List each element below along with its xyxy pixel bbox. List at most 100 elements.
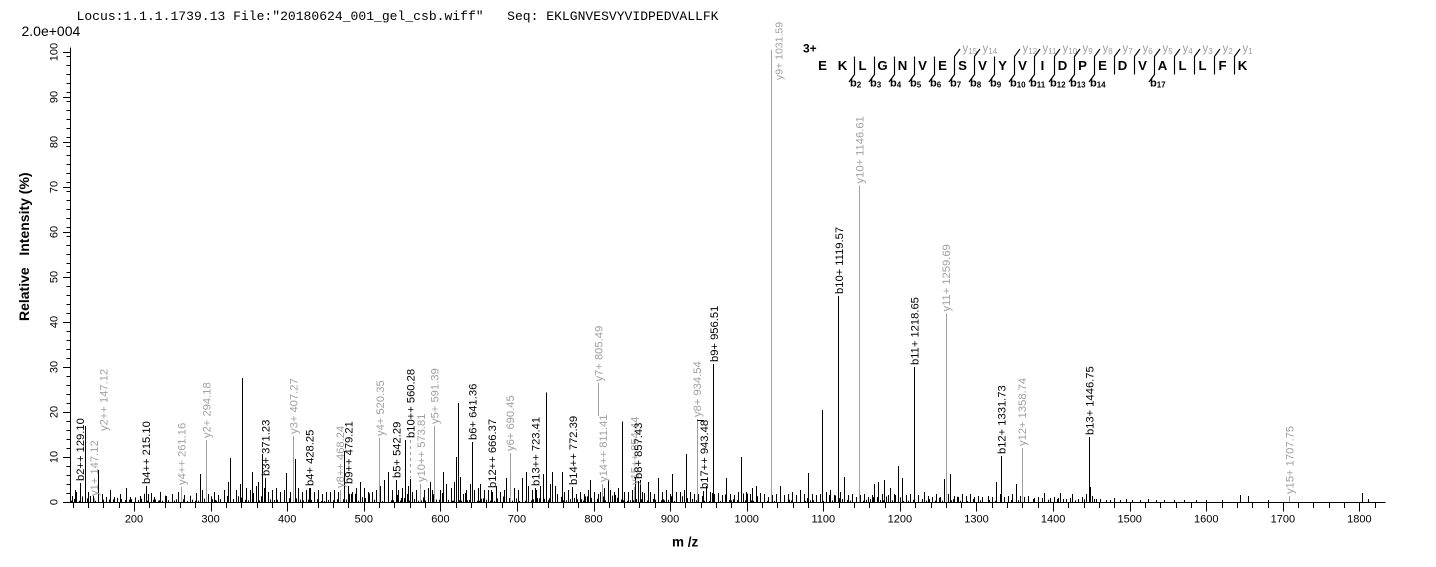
svg-text:y12+ 1358.74: y12+ 1358.74: [1017, 378, 1029, 446]
svg-text:y15+ 1707.75: y15+ 1707.75: [1284, 426, 1296, 494]
svg-text:100: 100: [48, 43, 60, 61]
svg-text:y10: y10: [1063, 43, 1078, 56]
svg-text:80: 80: [48, 136, 60, 148]
svg-text:E: E: [818, 58, 827, 73]
svg-text:b13+ 1446.75: b13+ 1446.75: [1084, 366, 1096, 435]
svg-text:1100: 1100: [811, 514, 835, 526]
svg-text:F: F: [1218, 58, 1226, 73]
svg-text:y6+ 690.45: y6+ 690.45: [505, 395, 517, 451]
svg-text:V: V: [1138, 58, 1147, 73]
svg-text:E: E: [938, 58, 947, 73]
svg-text:A: A: [1158, 58, 1168, 73]
svg-text:2.0e+004: 2.0e+004: [22, 23, 81, 39]
svg-text:P: P: [1078, 58, 1087, 73]
svg-text:D: D: [1118, 58, 1128, 73]
svg-text:m /z: m /z: [672, 534, 699, 549]
svg-text:K: K: [838, 58, 848, 73]
svg-text:y7+ 805.49: y7+ 805.49: [593, 326, 605, 382]
svg-text:y10++ 573.81: y10++ 573.81: [416, 414, 428, 482]
svg-text:b13: b13: [1070, 78, 1086, 90]
svg-text:1600: 1600: [1194, 514, 1218, 526]
svg-text:b12: b12: [1050, 78, 1066, 90]
svg-text:y14++ 811.41: y14++ 811.41: [598, 414, 610, 482]
svg-text:1800: 1800: [1347, 514, 1371, 526]
svg-text:b10: b10: [1010, 78, 1026, 90]
svg-text:y4+ 520.35: y4+ 520.35: [375, 380, 387, 436]
svg-text:b4+ 428.25: b4+ 428.25: [304, 430, 316, 486]
svg-text:y8+ 934.54: y8+ 934.54: [692, 361, 704, 417]
svg-text:b3+ 371.23: b3+ 371.23: [261, 420, 273, 476]
svg-text:b7: b7: [950, 78, 962, 90]
svg-text:b9++ 479.21: b9++ 479.21: [343, 421, 355, 484]
svg-text:b12++ 666.37: b12++ 666.37: [487, 419, 499, 488]
svg-text:G: G: [877, 58, 887, 73]
svg-text:D: D: [1058, 58, 1068, 73]
svg-text:b2: b2: [850, 78, 862, 90]
svg-text:b9+ 956.51: b9+ 956.51: [709, 306, 721, 362]
svg-text:b14++ 772.39: b14++ 772.39: [568, 416, 580, 485]
svg-text:70: 70: [48, 181, 60, 193]
svg-text:y1: y1: [1243, 43, 1254, 56]
svg-text:Locus:1.1.1.1739.13 File:"2018: Locus:1.1.1.1739.13 File:"20180624_001_g…: [77, 9, 719, 24]
svg-text:50: 50: [48, 271, 60, 283]
svg-text:b8+ 857.43: b8+ 857.43: [633, 423, 645, 479]
svg-text:b11+ 1218.65: b11+ 1218.65: [910, 297, 922, 365]
svg-text:y12: y12: [1023, 43, 1038, 56]
svg-text:200: 200: [125, 514, 143, 526]
svg-text:y8: y8: [1103, 43, 1114, 56]
svg-text:Relative Intensity (%): Relative Intensity (%): [16, 172, 32, 321]
svg-text:b13++ 723.41: b13++ 723.41: [531, 417, 543, 486]
svg-text:10: 10: [48, 451, 60, 463]
svg-text:y15++ 854.44: y15++ 854.44: [630, 417, 642, 485]
svg-text:0: 0: [48, 499, 60, 505]
svg-text:y4: y4: [1183, 43, 1194, 56]
svg-text:b6+ 641.36: b6+ 641.36: [468, 384, 480, 440]
svg-text:b12+ 1331.73: b12+ 1331.73: [996, 385, 1008, 454]
svg-text:y3+ 407.27: y3+ 407.27: [288, 378, 300, 434]
svg-text:L: L: [858, 58, 866, 73]
svg-text:y3: y3: [1203, 43, 1214, 56]
svg-text:I: I: [1041, 58, 1045, 73]
svg-text:700: 700: [508, 514, 526, 526]
svg-text:20: 20: [48, 406, 60, 418]
svg-text:60: 60: [48, 226, 60, 238]
svg-text:K: K: [1238, 58, 1248, 73]
svg-text:b6: b6: [930, 78, 942, 90]
svg-text:1200: 1200: [888, 514, 912, 526]
svg-text:Y: Y: [998, 58, 1007, 73]
svg-text:y9+ 1031.59: y9+ 1031.59: [773, 22, 785, 80]
svg-text:b4++ 215.10: b4++ 215.10: [141, 421, 153, 484]
svg-text:600: 600: [431, 514, 449, 526]
svg-text:L: L: [1178, 58, 1186, 73]
svg-text:b17: b17: [1150, 78, 1166, 90]
svg-text:y10+ 1146.61: y10+ 1146.61: [855, 116, 867, 183]
svg-text:b9: b9: [990, 78, 1002, 90]
svg-text:1300: 1300: [964, 514, 988, 526]
svg-text:b2++ 129.10: b2++ 129.10: [75, 418, 87, 481]
svg-text:400: 400: [278, 514, 296, 526]
svg-text:L: L: [1198, 58, 1206, 73]
svg-text:40: 40: [48, 316, 60, 328]
svg-text:y2: y2: [1223, 43, 1234, 56]
svg-text:S: S: [958, 58, 967, 73]
svg-text:3+: 3+: [803, 42, 817, 56]
svg-text:y2+ 294.18: y2+ 294.18: [202, 382, 214, 438]
svg-text:500: 500: [355, 514, 373, 526]
svg-text:b17++ 943.48: b17++ 943.48: [699, 420, 711, 489]
svg-text:y2++ 147.12: y2++ 147.12: [99, 369, 111, 431]
svg-text:b10++ 560.28: b10++ 560.28: [406, 369, 418, 438]
svg-text:y11+ 1259.69: y11+ 1259.69: [941, 244, 953, 311]
svg-text:b10+ 1119.57: b10+ 1119.57: [834, 227, 846, 294]
svg-text:90: 90: [48, 91, 60, 103]
svg-text:E: E: [1098, 58, 1107, 73]
svg-text:1500: 1500: [1117, 514, 1141, 526]
svg-text:y6: y6: [1143, 43, 1154, 56]
svg-text:1400: 1400: [1041, 514, 1065, 526]
svg-text:y5: y5: [1163, 43, 1174, 56]
svg-text:y5+ 591.39: y5+ 591.39: [429, 368, 441, 424]
svg-text:V: V: [1018, 58, 1027, 73]
svg-text:y4++ 261.16: y4++ 261.16: [176, 423, 188, 485]
svg-text:b5: b5: [910, 78, 922, 90]
svg-text:V: V: [978, 58, 987, 73]
svg-text:y7: y7: [1123, 43, 1134, 56]
